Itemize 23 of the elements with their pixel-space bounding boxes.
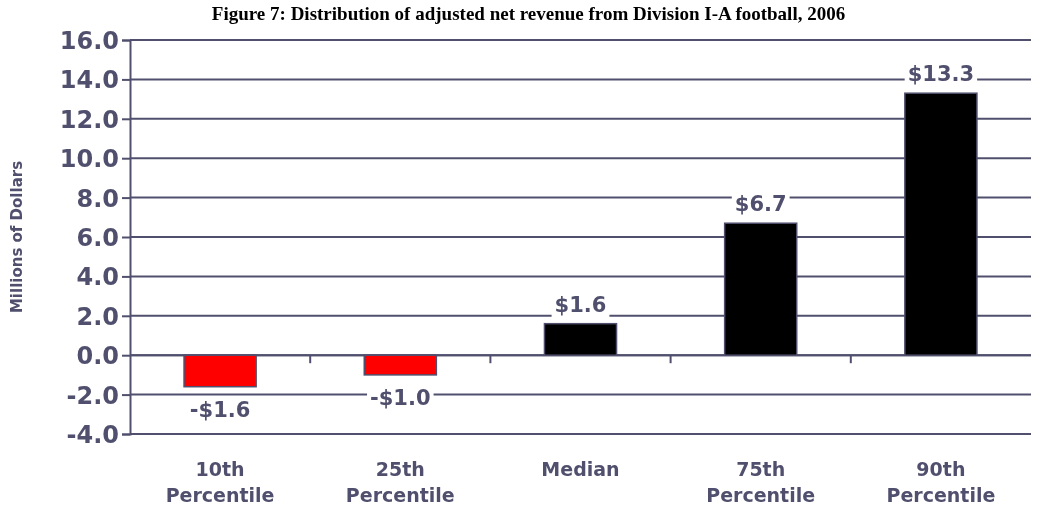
data-label: $13.3 [907, 62, 975, 87]
y-axis-title: Millions of Dollars [8, 160, 26, 314]
y-tick-label: 0.0 [76, 342, 119, 371]
x-tick-label: 10th Percentile [165, 458, 275, 506]
x-tick-label: 75th Percentile [706, 458, 816, 506]
y-tick-label: 4.0 [76, 263, 119, 292]
chart-title: Figure 7: Distribution of adjusted net revenue from Division I-A football, 2006 [211, 3, 846, 24]
y-tick-label: 14.0 [59, 66, 119, 95]
y-tick-label: 12.0 [59, 105, 119, 134]
x-tick-label: 90th Percentile [886, 458, 996, 506]
x-tick-label: Median [541, 458, 620, 480]
y-tick-label: 10.0 [59, 145, 119, 174]
y-tick-label: 2.0 [76, 302, 119, 331]
data-label: -$1.0 [370, 385, 431, 410]
y-tick-label: 16.0 [59, 26, 119, 55]
data-label: -$1.6 [189, 397, 251, 422]
y-tick-label: -4.0 [66, 420, 119, 449]
y-tick-label: -2.0 [66, 381, 119, 410]
y-tick-label: 8.0 [76, 184, 119, 213]
x-tick-label: 25th Percentile [345, 458, 455, 506]
y-tick-label: 6.0 [76, 223, 119, 252]
data-label: $1.6 [554, 292, 607, 317]
data-label: $6.7 [734, 192, 787, 217]
